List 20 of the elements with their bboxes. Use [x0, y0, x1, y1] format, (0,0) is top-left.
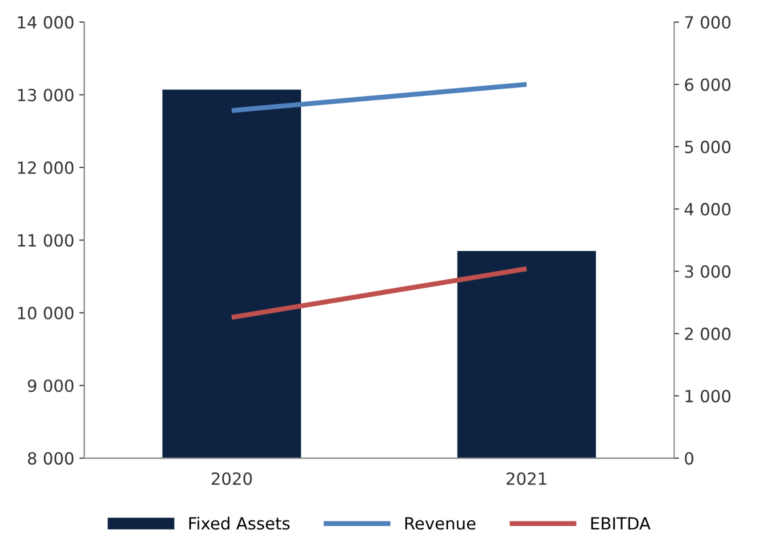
y-tick-label: 9 000: [28, 379, 74, 392]
y2-tick-label: 2 000: [685, 328, 730, 340]
y-tick-label: 8 000: [28, 452, 74, 465]
y2-tick-label: 0: [684, 452, 694, 465]
x-tick-label: 2021: [506, 472, 546, 485]
y-tick-label: 10 000: [18, 306, 74, 320]
y2-tick-label: 7 000: [685, 16, 730, 29]
legend-label: Revenue: [405, 517, 476, 530]
y2-tick-label: 4 000: [684, 202, 730, 216]
y2-tick-label: 3 000: [685, 265, 730, 278]
x-tick-label: 2020: [212, 472, 252, 485]
y2-tick-label: 5 000: [685, 140, 730, 154]
legend-label: EBITDA: [591, 517, 651, 530]
y-tick-label: 13 000: [18, 88, 74, 102]
y2-tick-label: 6 000: [684, 78, 730, 91]
y-tick-label: 12 000: [18, 161, 74, 174]
y-tick-label: 11 000: [18, 234, 74, 247]
y-tick-label: 14 000: [18, 16, 74, 29]
y2-tick-label: 1 000: [686, 390, 730, 402]
legend-label: Fixed Assets: [189, 516, 290, 530]
